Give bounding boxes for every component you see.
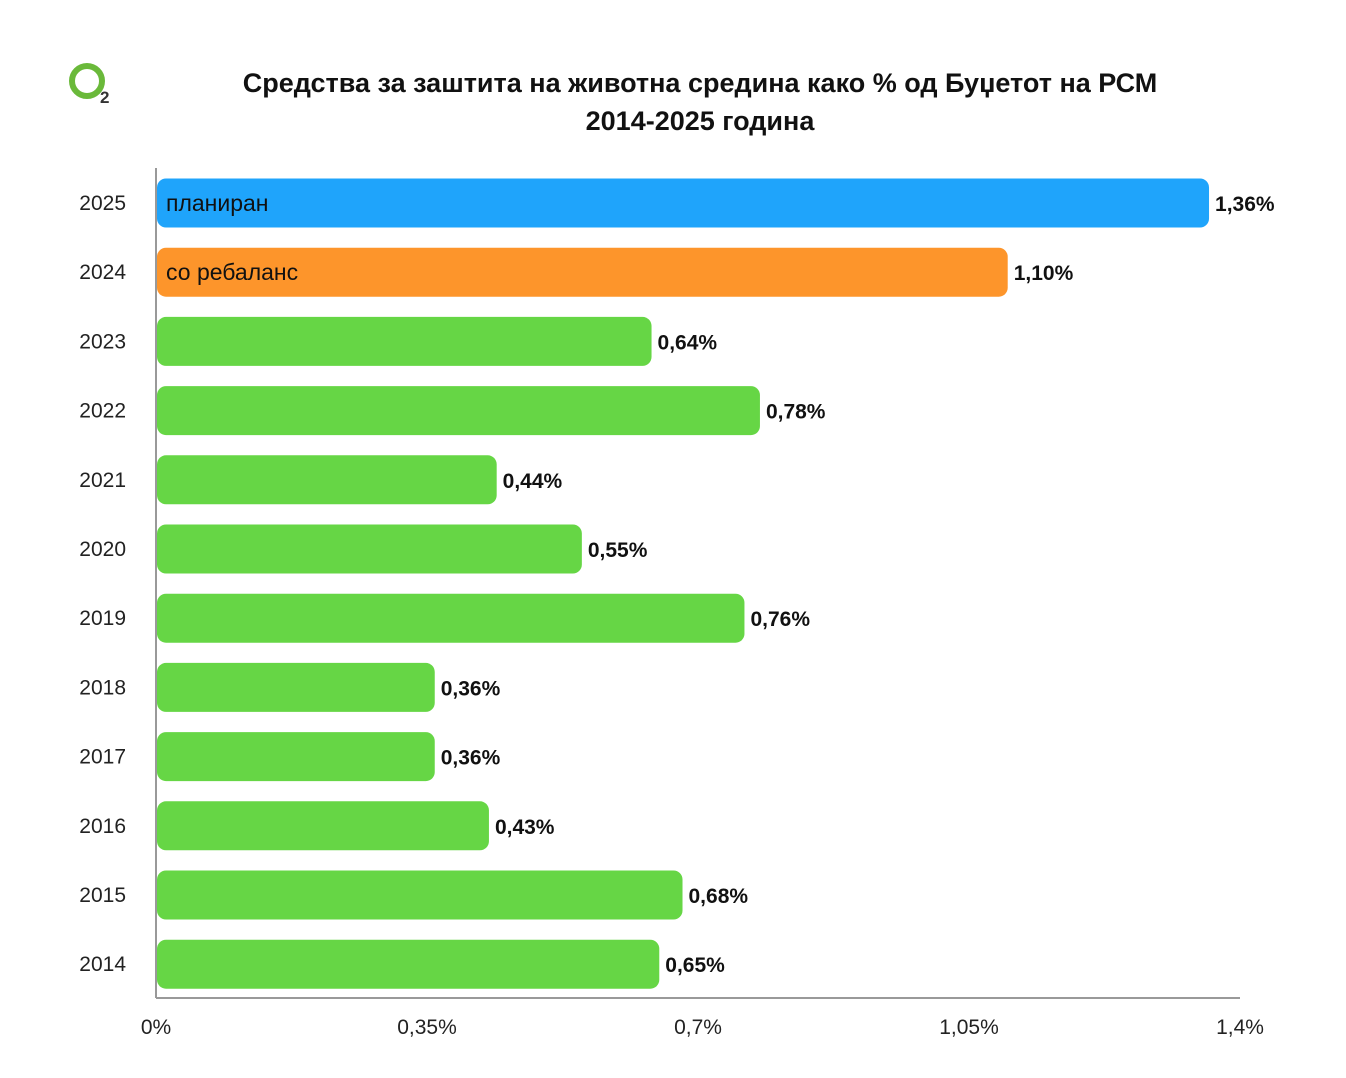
x-tick-label-4: 1,4%: [1216, 1016, 1264, 1039]
o2-logo-icon: 2: [69, 63, 109, 106]
bar-2025: [157, 178, 1210, 228]
bar-2024: [157, 247, 1008, 297]
y-tick-label-2019: 2019: [79, 607, 126, 630]
chart-title: Средства за заштита на животна средина к…: [150, 64, 1250, 140]
bar-2021: [157, 455, 497, 505]
y-tick-label-2023: 2023: [79, 330, 126, 353]
data-label-2023: 0,64%: [658, 331, 718, 354]
y-tick-label-2014: 2014: [79, 953, 126, 976]
data-label-2017: 0,36%: [441, 747, 501, 770]
x-tick-label-2: 0,7%: [674, 1016, 722, 1039]
bar-2019: [157, 593, 745, 643]
y-tick-label-2022: 2022: [79, 400, 126, 423]
logo-ring: [69, 63, 105, 99]
bar-2015: [157, 870, 683, 920]
y-tick-label-2025: 2025: [79, 192, 126, 215]
x-tick-label-0: 0%: [141, 1016, 171, 1039]
bar-2018: [157, 662, 435, 712]
bar-2017: [157, 732, 435, 782]
data-label-2024: 1,10%: [1014, 262, 1074, 285]
y-tick-label-2020: 2020: [79, 538, 126, 561]
data-label-2018: 0,36%: [441, 677, 501, 700]
bar-2020: [157, 524, 582, 574]
bar-inner-label-2025: планиран: [166, 190, 269, 216]
y-tick-label-2017: 2017: [79, 746, 126, 769]
data-label-2022: 0,78%: [766, 401, 826, 424]
y-tick-label-2018: 2018: [79, 676, 126, 699]
y-tick-label-2015: 2015: [79, 884, 126, 907]
bar-2022: [157, 386, 760, 436]
x-tick-label-3: 1,05%: [939, 1016, 999, 1039]
bar-inner-label-2024: со ребаланс: [166, 259, 298, 285]
x-tick-label-1: 0,35%: [397, 1016, 457, 1039]
y-tick-label-2021: 2021: [79, 469, 126, 492]
bar-2016: [157, 801, 489, 851]
y-tick-label-2016: 2016: [79, 815, 126, 838]
data-label-2015: 0,68%: [689, 885, 749, 908]
data-label-2014: 0,65%: [665, 954, 725, 977]
data-label-2016: 0,43%: [495, 816, 555, 839]
bar-2014: [157, 939, 660, 989]
data-label-2021: 0,44%: [503, 470, 563, 493]
bar-2023: [157, 316, 652, 366]
data-label-2019: 0,76%: [750, 608, 810, 631]
data-label-2020: 0,55%: [588, 539, 648, 562]
chart-title-line-2: 2014-2025 година: [585, 106, 815, 136]
data-label-2025: 1,36%: [1215, 193, 1275, 216]
chart-title-line-1: Средства за заштита на животна средина к…: [242, 68, 1158, 98]
y-tick-label-2024: 2024: [79, 261, 126, 284]
logo-subscript: 2: [100, 88, 109, 106]
